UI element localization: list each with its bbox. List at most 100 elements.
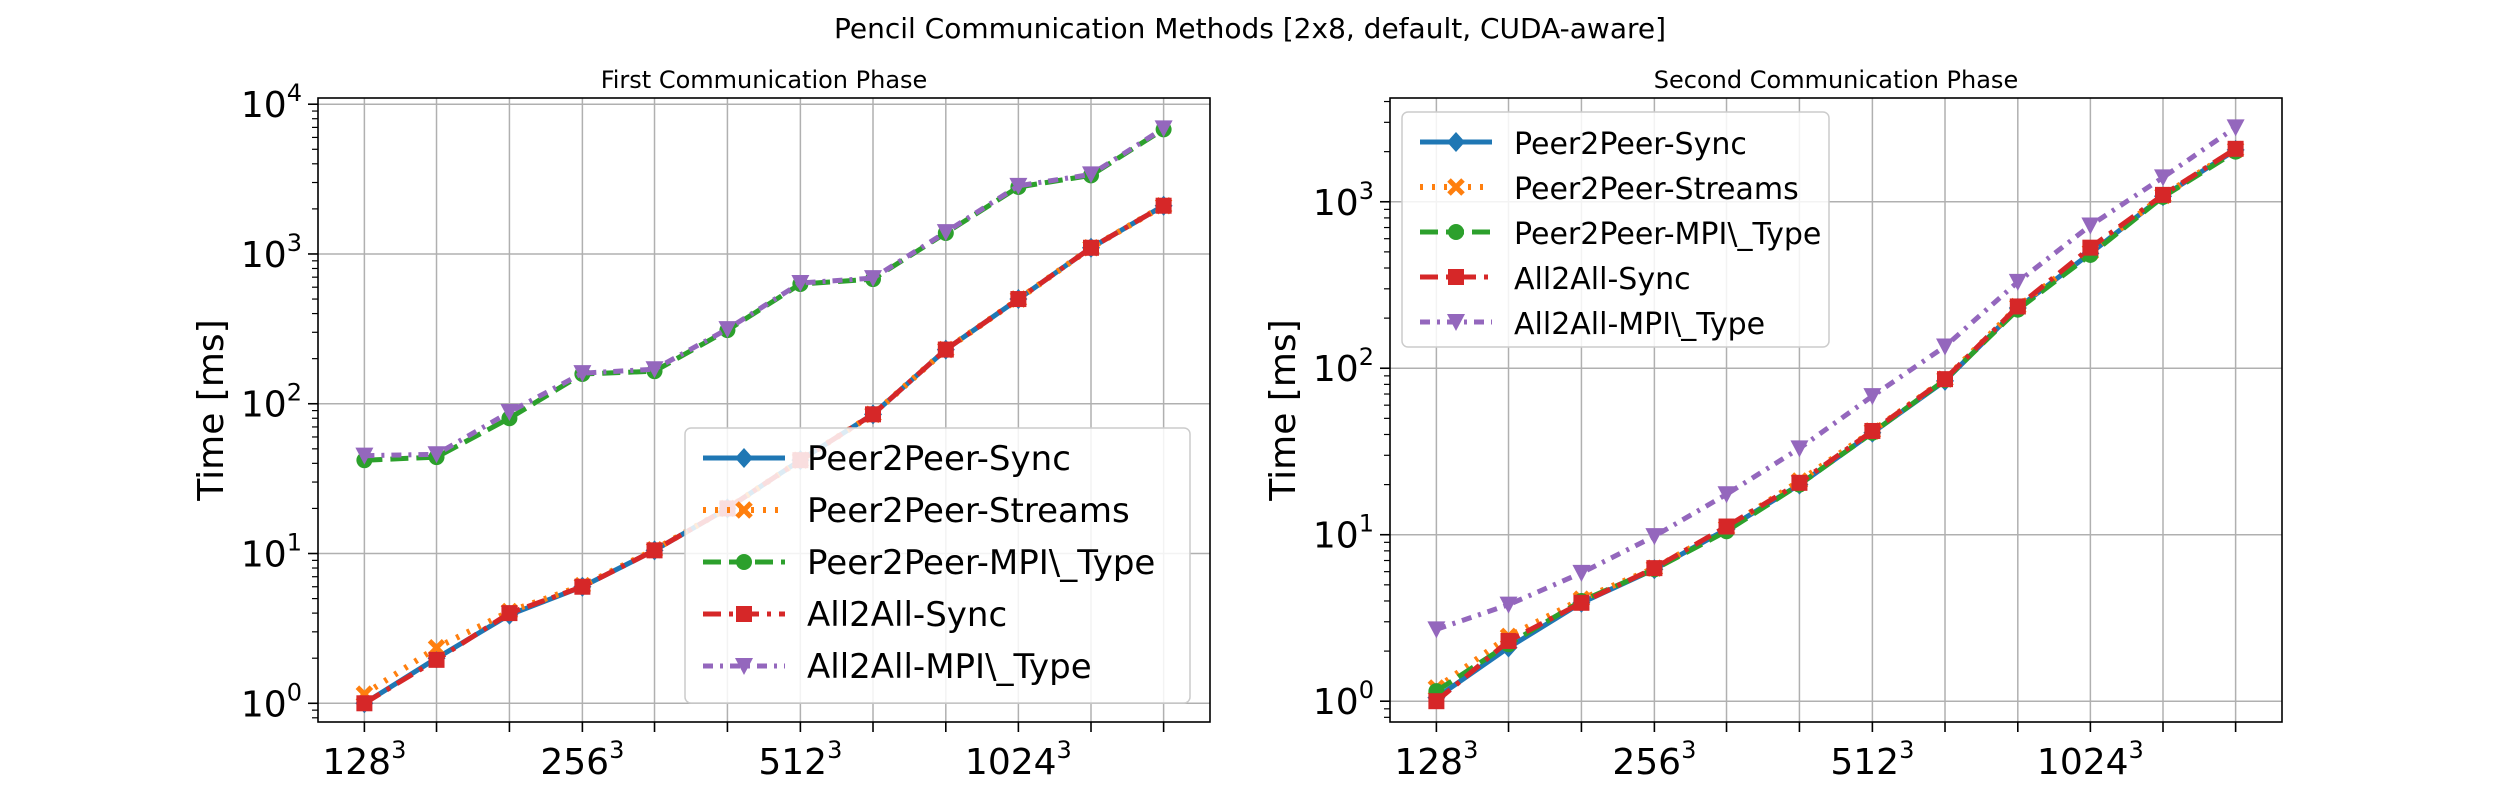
data-point <box>2081 217 2100 235</box>
data-point <box>865 406 882 423</box>
series-line <box>364 127 1165 463</box>
x-tick-label: 5123 <box>1830 736 1914 783</box>
data-point <box>791 275 810 293</box>
y-tick-label: 101 <box>1313 510 1374 557</box>
data-point <box>718 321 737 339</box>
y-tick-label: 100 <box>1313 676 1374 723</box>
legend-marker <box>1447 178 1465 196</box>
y-tick-label: 100 <box>241 678 302 725</box>
y-tick-label: 103 <box>241 229 302 276</box>
figure-title: Pencil Communication Methods [2x8, defau… <box>834 12 1666 45</box>
data-point <box>500 404 519 422</box>
x-tick-label: 5123 <box>758 736 842 783</box>
data-point <box>1154 120 1173 138</box>
data-point <box>1500 632 1517 649</box>
data-point <box>1718 518 1735 535</box>
legend-marker <box>735 501 753 519</box>
legend-marker <box>736 606 752 622</box>
legend-label: Peer2Peer-Streams <box>1514 172 1799 207</box>
data-point <box>1428 693 1445 710</box>
y-axis-label: Time [ms] <box>1263 319 1304 501</box>
legend-label: Peer2Peer-Sync <box>807 439 1071 479</box>
plot-frame <box>1389 97 2283 723</box>
data-point <box>2226 119 2245 137</box>
data-point <box>2155 186 2172 203</box>
data-point <box>646 542 663 559</box>
data-point <box>2227 140 2244 157</box>
series-peer2peer-mpi-type <box>356 121 1172 469</box>
data-point <box>1791 474 1808 491</box>
data-point <box>1864 422 1881 439</box>
series-all2all-sync <box>1428 140 2244 710</box>
data-point <box>1937 371 1954 388</box>
chart-title: First Communication Phase <box>601 66 928 94</box>
data-point <box>356 695 373 712</box>
x-tick-label: 2563 <box>540 736 624 783</box>
data-point <box>1936 338 1955 356</box>
data-point <box>1646 560 1663 577</box>
legend-label: Peer2Peer-Sync <box>1514 127 1747 162</box>
legend-label: All2All-MPI\_Type <box>1514 307 1765 342</box>
legend: Peer2Peer-Sync Peer2Peer-Streams Peer2Peer… <box>1401 111 1830 348</box>
legend-marker <box>1448 269 1464 285</box>
data-point <box>1790 440 1809 458</box>
data-point <box>2154 169 2173 187</box>
legend-label: Peer2Peer-Streams <box>807 491 1130 531</box>
data-point <box>1573 594 1590 611</box>
x-tick-label: 1283 <box>322 736 406 783</box>
data-point <box>1863 388 1882 406</box>
series-line <box>1435 125 2238 632</box>
y-tick-label: 103 <box>1313 177 1374 224</box>
legend-label: Peer2Peer-MPI\_Type <box>1514 217 1821 252</box>
data-point <box>1427 621 1446 639</box>
data-point <box>937 341 954 358</box>
y-tick-label: 102 <box>1313 343 1374 390</box>
data-point <box>427 446 446 464</box>
data-point <box>1155 197 1172 214</box>
y-axis-label: Time [ms] <box>191 319 232 501</box>
data-point <box>573 365 592 383</box>
series-all2all-mpi-type <box>1427 119 2245 639</box>
data-point <box>1083 239 1100 256</box>
y-tick-label: 102 <box>241 379 302 426</box>
legend: Peer2Peer-Sync Peer2Peer-Streams Peer2Peer… <box>684 427 1191 704</box>
legend-marker <box>735 658 753 675</box>
data-point <box>2082 239 2099 256</box>
legend-marker <box>1448 224 1464 240</box>
data-point <box>1717 486 1736 504</box>
y-tick-label: 101 <box>241 529 302 576</box>
legend-box <box>684 427 1191 704</box>
x-tick-label: 10243 <box>2037 736 2144 783</box>
x-tick-label: 2563 <box>1612 736 1696 783</box>
legend-box <box>1401 111 1830 348</box>
chart-title: Second Communication Phase <box>1654 66 2018 94</box>
data-point <box>864 270 883 288</box>
x-tick-label: 1283 <box>1394 736 1478 783</box>
data-point <box>1499 596 1518 614</box>
data-point <box>428 651 445 668</box>
legend-label: All2All-Sync <box>807 595 1007 635</box>
legend-label: All2All-Sync <box>1514 262 1691 297</box>
data-point <box>936 224 955 242</box>
legend-label: Peer2Peer-MPI\_Type <box>807 543 1155 583</box>
legend-marker <box>735 448 753 468</box>
data-point <box>1010 291 1027 308</box>
series-all2all-mpi-type <box>355 120 1173 465</box>
data-point <box>1009 177 1028 195</box>
data-point <box>1572 564 1591 582</box>
data-point <box>2009 298 2026 315</box>
legend-marker <box>1447 132 1465 152</box>
data-point <box>645 361 664 379</box>
data-point <box>355 447 374 465</box>
x-tick-label: 10243 <box>965 736 1072 783</box>
series-line <box>364 126 1165 459</box>
series-line <box>1434 146 2237 704</box>
data-point <box>2008 273 2027 291</box>
data-point <box>1645 528 1664 546</box>
chart-first-phase: 100 101 102 103 104 1283 2563 5123 10243 First Co… <box>191 66 1211 783</box>
legend-marker <box>1447 314 1465 331</box>
data-point <box>501 605 518 622</box>
data-point <box>1082 166 1101 184</box>
chart-second-phase: 100 101 102 103 1283 2563 5123 10243 Second Comm… <box>1263 66 2283 783</box>
